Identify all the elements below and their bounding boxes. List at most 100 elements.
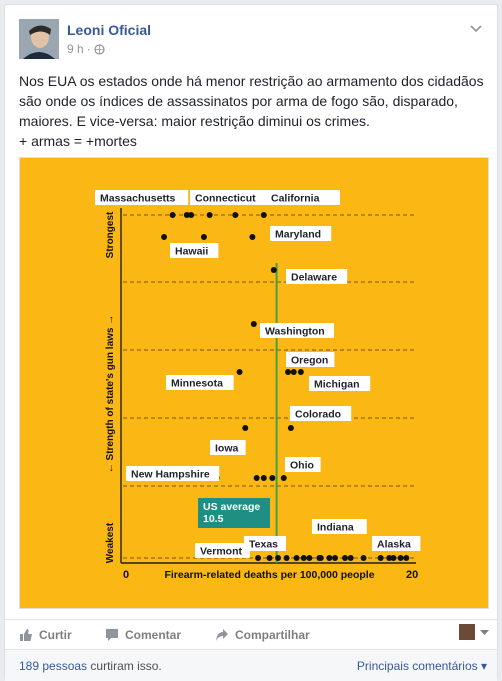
likes-count[interactable]: 189 pessoas: [19, 659, 88, 673]
data-point-9: [270, 267, 277, 273]
label-box-3: [170, 243, 219, 258]
y-band-weakest: Weakest: [105, 522, 116, 563]
state-label-6: Washington: [265, 326, 325, 338]
share-button[interactable]: Compartilhar: [215, 628, 310, 642]
data-point-35: [397, 555, 404, 561]
x-tick-1: 20: [406, 569, 418, 581]
data-point-1: [183, 212, 190, 218]
state-label-16: Vermont: [200, 546, 243, 558]
data-point-10: [250, 321, 257, 327]
data-point-31: [347, 555, 354, 561]
us-average-label-1: 10.5: [203, 513, 224, 525]
data-point-16: [287, 425, 294, 431]
data-point-20: [269, 475, 276, 481]
likes-suffix: curtiram isso.: [90, 659, 162, 673]
comment-button[interactable]: Comentar: [105, 628, 181, 642]
label-box-14: [312, 519, 367, 534]
share-arrow-icon: [216, 629, 228, 641]
comment-label: Comentar: [125, 628, 182, 642]
label-box-17: [372, 536, 421, 551]
label-box-5: [286, 269, 348, 284]
data-point-29: [326, 555, 333, 561]
data-point-27: [300, 555, 307, 561]
state-label-4: Maryland: [275, 229, 321, 241]
data-point-38: [317, 555, 324, 561]
data-point-18: [253, 475, 260, 481]
data-point-2: [188, 212, 195, 218]
chart-image[interactable]: Massachusetts Connecticut California Hawaii…: [19, 157, 489, 609]
post-time[interactable]: 9 h: [67, 42, 84, 56]
state-label-1: Connecticut: [195, 193, 256, 205]
like-button[interactable]: Curtir: [19, 628, 72, 642]
avatar[interactable]: [19, 19, 59, 59]
chart-background: [20, 158, 488, 608]
gun-laws-chart: Massachusetts Connecticut California Hawaii…: [20, 158, 488, 608]
state-label-17: Alaska: [377, 539, 411, 551]
comment-sort-dropdown[interactable]: Principais comentários ▾: [356, 659, 487, 673]
label-box-12: [126, 466, 220, 481]
comment-icon: [106, 629, 118, 641]
data-point-8: [249, 234, 256, 240]
label-box-4: [270, 226, 332, 241]
data-point-6: [161, 234, 168, 240]
data-point-15: [242, 425, 249, 431]
data-point-4: [232, 212, 239, 218]
avatar-photo-icon: [19, 19, 59, 59]
meta-separator: ·: [86, 42, 91, 56]
data-point-5: [260, 212, 267, 218]
data-point-40: [390, 555, 397, 561]
data-point-36: [403, 555, 410, 561]
data-point-14: [236, 369, 243, 375]
state-label-0: Massachusetts: [100, 193, 175, 205]
post-meta: 9 h ·: [67, 42, 105, 56]
globe-icon: [94, 43, 105, 55]
data-point-24: [275, 555, 282, 561]
state-label-2: California: [271, 193, 320, 205]
y-axis-label: ← Strength of state's gun laws →: [105, 315, 116, 474]
data-point-33: [377, 555, 384, 561]
label-box-10: [290, 406, 352, 421]
us-average-box: [198, 498, 270, 528]
data-point-32: [360, 555, 367, 561]
data-point-7: [200, 234, 207, 240]
label-box-2: [266, 190, 340, 205]
y-band-strongest: Strongest: [105, 211, 116, 258]
data-point-25: [283, 555, 290, 561]
data-point-26: [293, 555, 300, 561]
state-label-5: Delaware: [291, 272, 337, 284]
label-box-9: [309, 376, 371, 391]
x-axis-label: Firearm-related deaths per 100,000 peopl…: [164, 569, 374, 581]
state-label-11: Iowa: [215, 443, 238, 455]
label-box-13: [285, 457, 321, 472]
thumbs-up-icon: [20, 629, 32, 641]
data-point-21: [280, 475, 287, 481]
label-box-6: [260, 323, 334, 338]
data-point-30: [332, 555, 339, 561]
label-box-7: [286, 352, 335, 367]
state-label-14: Indiana: [317, 522, 354, 534]
data-point-13: [297, 369, 304, 375]
data-point-22: [255, 555, 262, 561]
chevron-down-icon[interactable]: [469, 21, 483, 35]
author-name[interactable]: Leoni Oficial: [67, 22, 152, 38]
data-point-11: [285, 369, 292, 375]
state-label-7: Oregon: [291, 355, 328, 367]
state-label-3: Hawaii: [175, 246, 208, 258]
label-box-8: [166, 375, 234, 390]
data-point-0: [169, 212, 176, 218]
likes-bar: 189 pessoas curtiram isso. Principais co…: [5, 649, 497, 681]
data-point-12: [290, 369, 297, 375]
data-point-19: [260, 475, 267, 481]
post-text: Nos EUA os estados onde há menor restriç…: [19, 73, 484, 149]
data-point-23: [266, 555, 273, 561]
caret-down-icon[interactable]: [480, 630, 489, 636]
label-box-16: [195, 543, 250, 558]
likes-summary: 189 pessoas curtiram isso.: [19, 659, 162, 673]
action-bar: Curtir Comentar Compartilhar: [5, 619, 497, 650]
data-point-34: [386, 555, 393, 561]
share-as-avatar[interactable]: [459, 624, 475, 640]
state-label-8: Minnesota: [171, 378, 223, 390]
state-label-13: Ohio: [290, 460, 314, 472]
state-label-9: Michigan: [314, 379, 360, 391]
share-label: Compartilhar: [235, 628, 310, 642]
